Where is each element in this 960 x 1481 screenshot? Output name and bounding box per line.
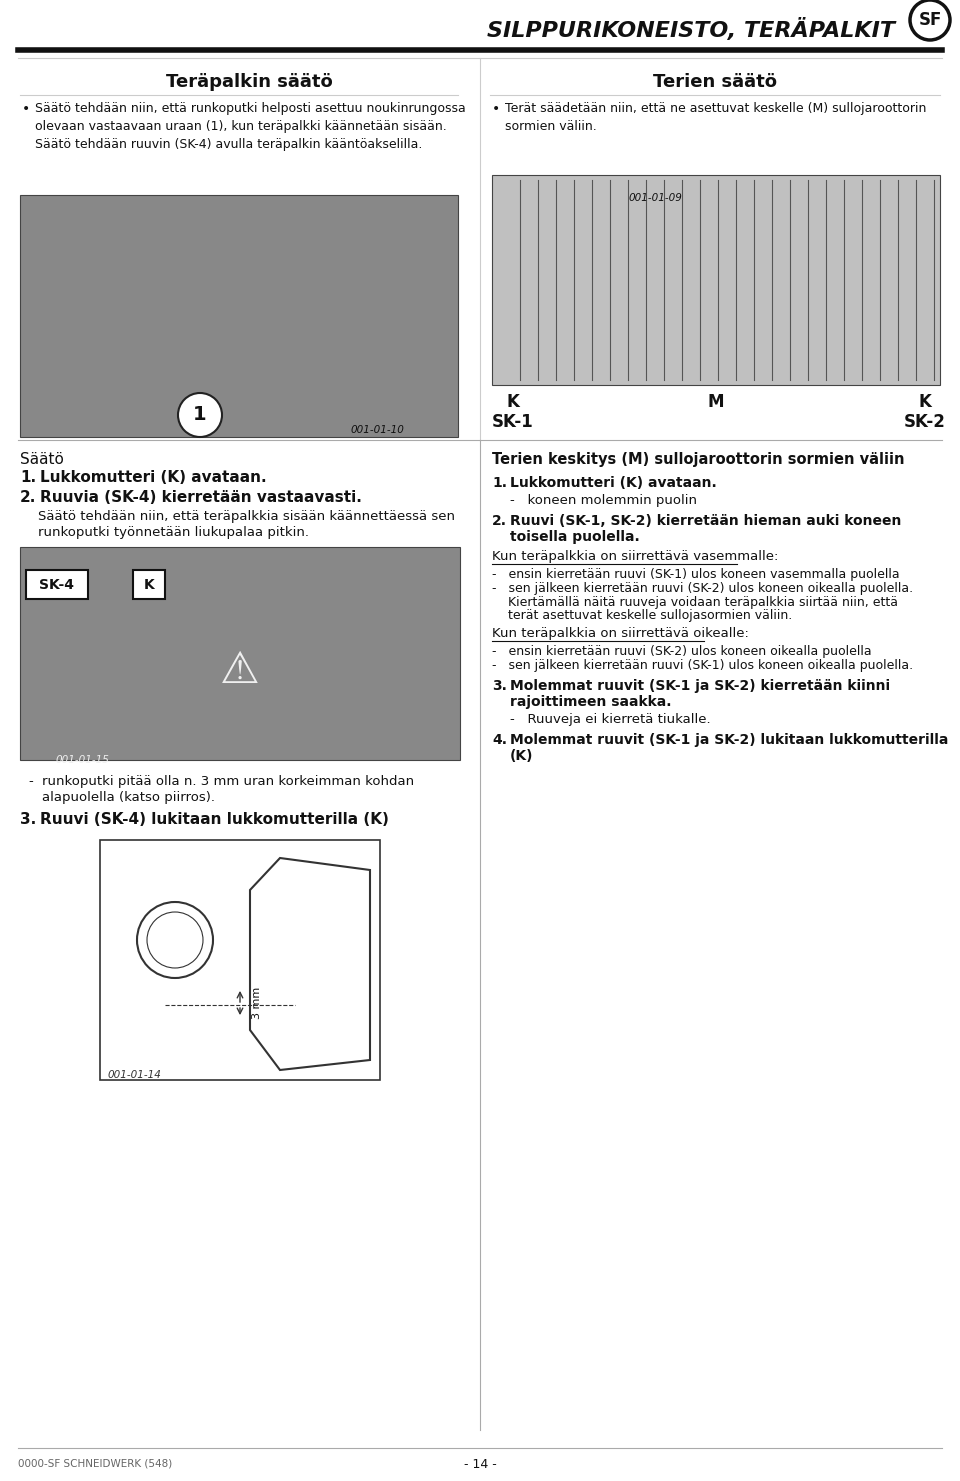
- Text: Molemmat ruuvit (SK-1 ja SK-2) kierretään kiinni: Molemmat ruuvit (SK-1 ja SK-2) kierretää…: [510, 678, 890, 693]
- Text: Teräpalkin säätö: Teräpalkin säätö: [166, 73, 332, 90]
- Text: SK-2: SK-2: [904, 413, 946, 431]
- Text: (K): (K): [510, 749, 534, 763]
- Text: ⚠: ⚠: [220, 649, 260, 692]
- Text: Terien keskitys (M) sullojaroottorin sormien väliin: Terien keskitys (M) sullojaroottorin sor…: [492, 452, 904, 467]
- Text: -   Ruuveja ei kierretä tiukalle.: - Ruuveja ei kierretä tiukalle.: [510, 712, 710, 726]
- Text: Ruuvi (SK-1, SK-2) kierretään hieman auki koneen: Ruuvi (SK-1, SK-2) kierretään hieman auk…: [510, 514, 901, 529]
- Text: 2.: 2.: [492, 514, 507, 529]
- Text: terät asettuvat keskelle sullojasormien väliin.: terät asettuvat keskelle sullojasormien …: [508, 609, 792, 622]
- Text: SK-1: SK-1: [492, 413, 534, 431]
- Text: K: K: [919, 392, 931, 412]
- Text: SILPPURIKONEISTO, TERÄPALKIT: SILPPURIKONEISTO, TERÄPALKIT: [487, 18, 895, 41]
- FancyBboxPatch shape: [26, 570, 88, 598]
- Text: -   sen jälkeen kierretään ruuvi (SK-2) ulos koneen oikealla puolella.: - sen jälkeen kierretään ruuvi (SK-2) ul…: [492, 582, 913, 595]
- Bar: [20, 195, 458, 437]
- Bar: [100, 840, 380, 1080]
- Text: 1.: 1.: [20, 469, 36, 484]
- Text: -: -: [28, 775, 33, 788]
- Text: •: •: [492, 102, 500, 116]
- Text: -   sen jälkeen kierretään ruuvi (SK-1) ulos koneen oikealla puolella.: - sen jälkeen kierretään ruuvi (SK-1) ul…: [492, 659, 913, 672]
- Text: Säätö tehdään niin, että runkoputki helposti asettuu noukinrungossa
olevaan vast: Säätö tehdään niin, että runkoputki help…: [35, 102, 466, 151]
- Text: 0000-SF SCHNEIDWERK (548): 0000-SF SCHNEIDWERK (548): [18, 1457, 172, 1468]
- Text: Ruuvi (SK-4) lukitaan lukkomutterilla (K): Ruuvi (SK-4) lukitaan lukkomutterilla (K…: [40, 812, 389, 826]
- Bar: [20, 546, 460, 760]
- Text: Säätö: Säätö: [20, 452, 64, 467]
- FancyBboxPatch shape: [133, 570, 165, 598]
- Text: M: M: [708, 392, 724, 412]
- Text: Ruuvia (SK-4) kierretään vastaavasti.: Ruuvia (SK-4) kierretään vastaavasti.: [40, 490, 362, 505]
- Text: 1: 1: [193, 406, 206, 425]
- Text: 3.: 3.: [20, 812, 36, 826]
- Text: 001-01-10: 001-01-10: [350, 425, 404, 435]
- Text: •: •: [22, 102, 31, 116]
- Text: 1.: 1.: [492, 475, 507, 490]
- Text: 3.: 3.: [492, 678, 507, 693]
- Text: -   koneen molemmin puolin: - koneen molemmin puolin: [510, 495, 697, 507]
- Text: rajoittimeen saakka.: rajoittimeen saakka.: [510, 695, 671, 709]
- Text: 4.: 4.: [492, 733, 507, 746]
- Text: Terät säädetään niin, että ne asettuvat keskelle (M) sullojaroottorin
sormien vä: Terät säädetään niin, että ne asettuvat …: [505, 102, 926, 133]
- Text: K: K: [144, 578, 155, 592]
- Text: runkoputki pitää olla n. 3 mm uran korkeimman kohdan: runkoputki pitää olla n. 3 mm uran korke…: [42, 775, 414, 788]
- Text: Kiertämällä näitä ruuveja voidaan teräpalkkia siirtää niin, että: Kiertämällä näitä ruuveja voidaan teräpa…: [508, 595, 898, 609]
- Text: Terien säätö: Terien säätö: [653, 73, 777, 90]
- Text: Lukkomutteri (K) avataan.: Lukkomutteri (K) avataan.: [510, 475, 717, 490]
- Text: 001-01-09: 001-01-09: [628, 193, 682, 203]
- Text: - 14 -: - 14 -: [464, 1457, 496, 1471]
- Text: 001-01-14: 001-01-14: [107, 1069, 161, 1080]
- Text: Kun teräpalkkia on siirrettävä vasemmalle:: Kun teräpalkkia on siirrettävä vasemmall…: [492, 549, 779, 563]
- Text: runkoputki työnnetään liukupalaa pitkin.: runkoputki työnnetään liukupalaa pitkin.: [38, 526, 309, 539]
- Text: K: K: [507, 392, 519, 412]
- Text: toisella puolella.: toisella puolella.: [510, 530, 639, 544]
- Text: Säätö tehdään niin, että teräpalkkia sisään käännettäessä sen: Säätö tehdään niin, että teräpalkkia sis…: [38, 509, 455, 523]
- Text: SF: SF: [919, 10, 942, 30]
- Text: alapuolella (katso piirros).: alapuolella (katso piirros).: [42, 791, 215, 804]
- Text: Kun teräpalkkia on siirrettävä oikealle:: Kun teräpalkkia on siirrettävä oikealle:: [492, 626, 749, 640]
- Text: 2.: 2.: [20, 490, 36, 505]
- Text: 3 mm: 3 mm: [252, 986, 262, 1019]
- Circle shape: [178, 392, 222, 437]
- Bar: [492, 175, 940, 385]
- Text: Molemmat ruuvit (SK-1 ja SK-2) lukitaan lukkomutterilla: Molemmat ruuvit (SK-1 ja SK-2) lukitaan …: [510, 733, 948, 746]
- Text: SK-4: SK-4: [39, 578, 75, 592]
- Text: -   ensin kierretään ruuvi (SK-1) ulos koneen vasemmalla puolella: - ensin kierretään ruuvi (SK-1) ulos kon…: [492, 569, 900, 581]
- Text: 001-01-15: 001-01-15: [55, 755, 108, 766]
- Text: -   ensin kierretään ruuvi (SK-2) ulos koneen oikealla puolella: - ensin kierretään ruuvi (SK-2) ulos kon…: [492, 646, 872, 658]
- Text: Lukkomutteri (K) avataan.: Lukkomutteri (K) avataan.: [40, 469, 267, 484]
